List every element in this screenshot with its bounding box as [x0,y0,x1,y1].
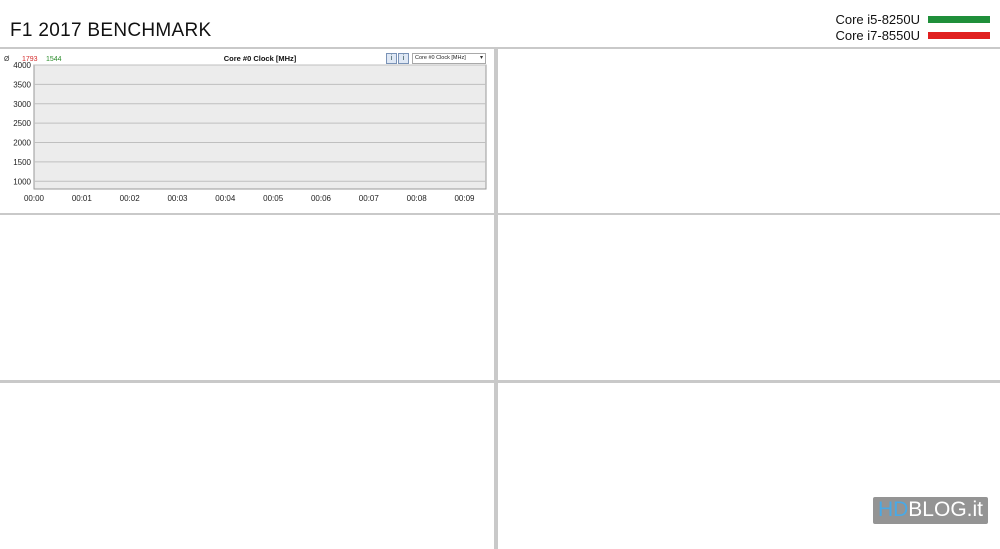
x-tick-label: 00:05 [263,194,284,203]
y-tick-label: 2000 [13,139,31,148]
average-symbol: Ø [4,56,10,63]
average-value-i7: 1793 [22,56,38,63]
x-tick-label: 00:09 [454,194,475,203]
legend-item-i5: Core i5-8250U [835,12,990,27]
legend-swatch-i5 [928,16,990,23]
legend-label-i5: Core i5-8250U [835,12,920,27]
chart-title: Core #0 Clock [MHz] [224,54,297,63]
y-tick-label: 2500 [13,119,31,128]
x-tick-label: 00:06 [311,194,332,203]
x-tick-label: 00:02 [120,194,141,203]
watermark: HDBLOG.it [872,497,988,524]
y-tick-label: 3000 [13,100,31,109]
panel-divider-vertical [494,47,498,549]
legend-label-i7: Core i7-8550U [835,28,920,43]
chart-svg: Core #0 Clock [MHz] Ø 1793 1544 1000 1500 2000… [4,54,487,203]
sensor-select[interactable]: Core #0 Clock [MHz] ▾ [412,53,486,64]
panel-divider-horizontal-bottom [0,380,1000,383]
plot-area [33,64,487,190]
y-tick-label: 3500 [13,80,31,89]
panel-divider-horizontal-top [0,47,1000,49]
legend-swatch-i7 [928,32,990,39]
y-tick-label: 1500 [13,158,31,167]
page-title: F1 2017 BENCHMARK [10,20,212,41]
watermark-prefix: HD [877,498,909,521]
info-button[interactable]: i [386,53,397,64]
graph-options-button[interactable]: i [398,53,409,64]
x-tick-label: 00:07 [359,194,380,203]
y-tick-label: 1000 [13,177,31,186]
chevron-down-icon: ▾ [479,55,483,61]
watermark-suffix: BLOG.it [908,498,983,521]
legend-item-i7: Core i7-8550U [835,28,990,43]
x-tick-label: 00:04 [215,194,236,203]
x-tick-label: 00:08 [407,194,428,203]
panel-divider-horizontal-middle [0,213,1000,215]
sensor-select-value: Core #0 Clock [MHz] [415,55,466,61]
x-tick-label: 00:01 [72,194,93,203]
x-tick-label: 00:00 [24,194,45,203]
x-tick-label: 00:03 [167,194,188,203]
average-value-i5: 1544 [46,56,62,63]
chart-panel: Core #0 Clock [MHz] Ø 1793 1544 1000 1500 2000… [0,49,494,213]
y-tick-label: 4000 [13,61,31,70]
